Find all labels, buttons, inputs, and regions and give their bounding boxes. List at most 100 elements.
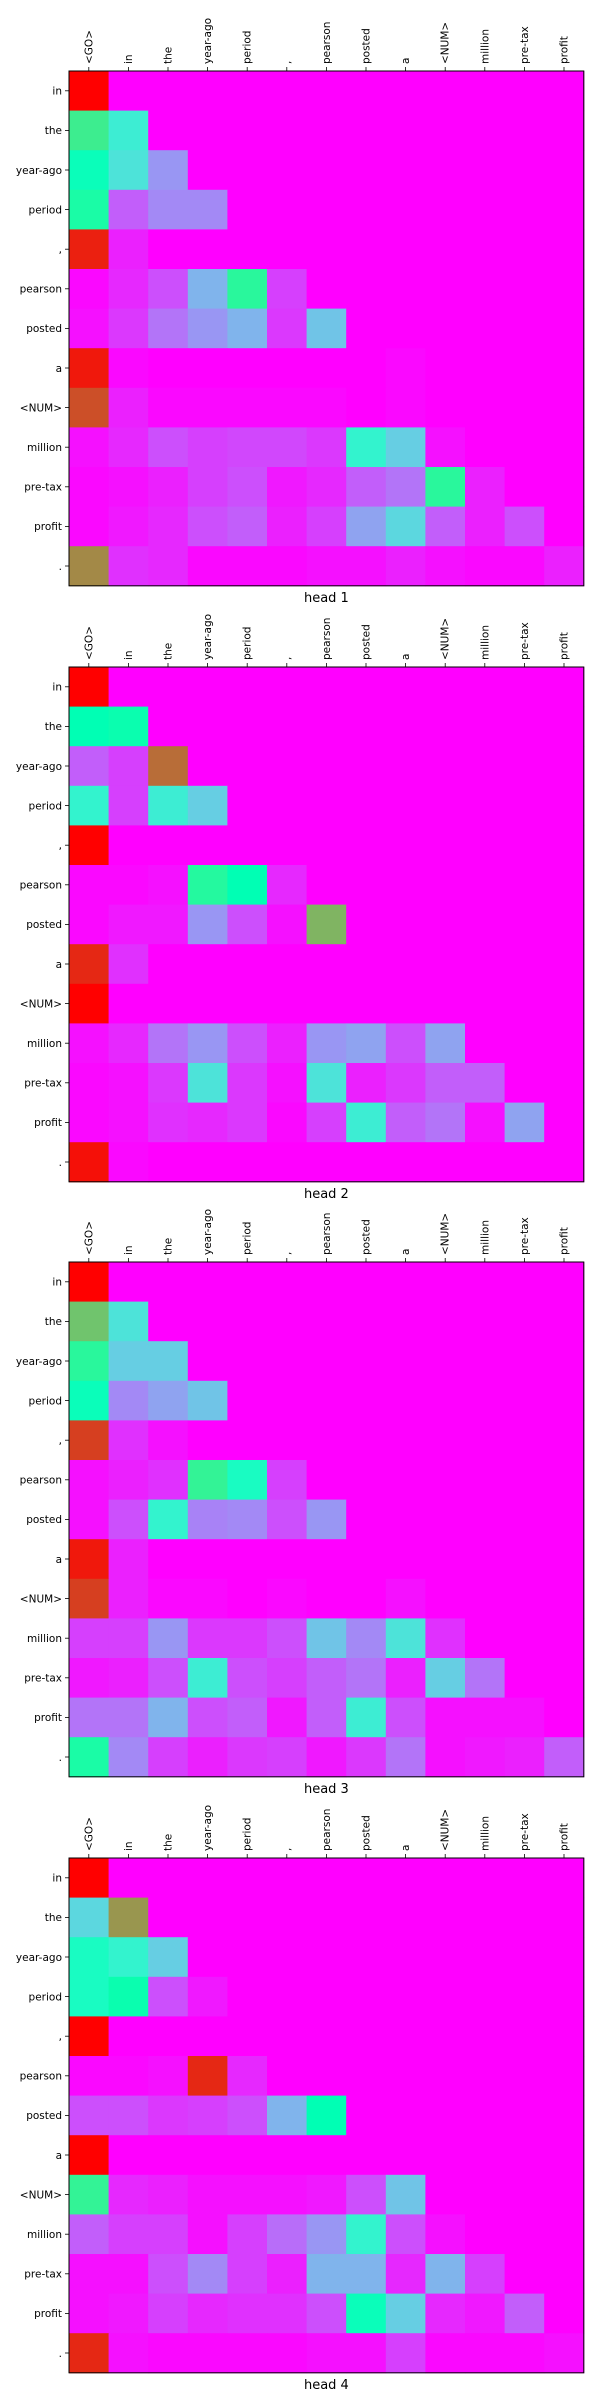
heatmap-cell bbox=[544, 746, 585, 787]
heatmap-cell bbox=[148, 467, 189, 508]
heatmap-cell bbox=[544, 150, 585, 191]
heatmap-cell bbox=[148, 746, 189, 787]
heatmap-cell bbox=[187, 1063, 228, 1104]
heatmap-cell bbox=[187, 110, 228, 151]
heatmap-cell bbox=[544, 1858, 585, 1899]
x-tick-label: pre-tax bbox=[519, 1217, 531, 1255]
y-tick-label: pre-tax bbox=[24, 482, 62, 494]
heatmap-cell bbox=[227, 1658, 268, 1699]
heatmap-cell bbox=[108, 1341, 149, 1382]
heatmap-cell bbox=[108, 2293, 149, 2334]
heatmap-cell bbox=[227, 983, 268, 1024]
heatmap-cell bbox=[306, 1499, 347, 1540]
x-tick-label: year-ago bbox=[202, 1209, 214, 1255]
heatmap-cell bbox=[465, 1737, 506, 1778]
x-tick-label: the bbox=[163, 643, 175, 660]
heatmap-cell bbox=[108, 1380, 149, 1421]
heatmap-cell bbox=[108, 2135, 149, 2176]
heatmap-cell bbox=[267, 706, 308, 747]
heatmap-cell bbox=[306, 904, 347, 945]
heatmap-cell bbox=[306, 1380, 347, 1421]
heatmap-cell bbox=[148, 1420, 189, 1461]
heatmap-cell bbox=[227, 1858, 268, 1899]
heatmap-cell bbox=[425, 865, 466, 906]
heatmap-cell bbox=[148, 825, 189, 866]
heatmap-cell bbox=[425, 785, 466, 826]
x-tick-label: , bbox=[281, 61, 293, 64]
heatmap-cell bbox=[108, 387, 149, 428]
heatmap-cell bbox=[267, 1301, 308, 1342]
heatmap-cell bbox=[465, 506, 506, 547]
heatmap-cell bbox=[227, 1262, 268, 1303]
heatmap-cell bbox=[306, 2254, 347, 2295]
heatmap-cell bbox=[346, 467, 387, 508]
heatmap-cell bbox=[267, 1262, 308, 1303]
heatmap-cell bbox=[69, 2016, 110, 2057]
heatmap-cell bbox=[346, 229, 387, 270]
x-tick-label: in bbox=[123, 54, 135, 64]
heatmap-cell bbox=[227, 785, 268, 826]
heatmap-cell bbox=[227, 865, 268, 906]
heatmap-cell bbox=[148, 706, 189, 747]
heatmap-cell bbox=[544, 1301, 585, 1342]
y-tick-label: profit bbox=[34, 2308, 62, 2320]
heatmap-cell bbox=[148, 667, 189, 708]
heatmap-cell bbox=[227, 1063, 268, 1104]
heatmap-cell bbox=[267, 71, 308, 112]
y-tick-label: the bbox=[45, 1316, 62, 1328]
heatmap-cell bbox=[465, 825, 506, 866]
heatmap-cell bbox=[69, 71, 110, 112]
heatmap-cell bbox=[465, 746, 506, 787]
heatmap-cell bbox=[227, 2174, 268, 2215]
heatmap-cell bbox=[346, 1737, 387, 1778]
heatmap-cell bbox=[504, 546, 545, 587]
heatmap-cell bbox=[425, 1262, 466, 1303]
x-tick-label: , bbox=[281, 1252, 293, 1255]
heatmap-cell bbox=[544, 1499, 585, 1540]
heatmap-cell bbox=[148, 2016, 189, 2057]
y-tick-label: period bbox=[29, 1991, 62, 2003]
heatmap-cell bbox=[544, 1063, 585, 1104]
heatmap-cell bbox=[69, 506, 110, 547]
heatmap-cell bbox=[227, 1737, 268, 1778]
heatmap-cell bbox=[504, 308, 545, 349]
heatmap-cell bbox=[425, 1380, 466, 1421]
heatmap-cell bbox=[69, 1063, 110, 1104]
heatmap-cell bbox=[504, 229, 545, 270]
heatmap-cell bbox=[187, 308, 228, 349]
heatmap-cell bbox=[465, 1341, 506, 1382]
heatmap-cell bbox=[267, 546, 308, 587]
heatmap-cell bbox=[267, 189, 308, 230]
heatmap-cell bbox=[187, 1262, 228, 1303]
heatmap-cell bbox=[267, 1063, 308, 1104]
y-tick-label: in bbox=[52, 682, 62, 694]
heatmap-cell bbox=[69, 1023, 110, 1064]
heatmap-cell bbox=[465, 1102, 506, 1143]
x-tick-label: the bbox=[163, 47, 175, 64]
heatmap-cell bbox=[267, 1380, 308, 1421]
heatmap-cell bbox=[385, 269, 426, 310]
heatmap-cell bbox=[385, 2095, 426, 2136]
heatmap-cell bbox=[425, 1420, 466, 1461]
heatmap-cell bbox=[148, 1697, 189, 1738]
heatmap-cell bbox=[148, 1142, 189, 1183]
heatmap-cell bbox=[267, 2333, 308, 2374]
heatmap-cell bbox=[69, 1341, 110, 1382]
heatmap-cell bbox=[385, 1578, 426, 1619]
heatmap-cell bbox=[227, 1142, 268, 1183]
x-tick-label: pre-tax bbox=[519, 622, 531, 660]
heatmap-cell bbox=[148, 1341, 189, 1382]
heatmap-cell bbox=[227, 746, 268, 787]
heatmap-cell bbox=[544, 904, 585, 945]
heatmap-cell bbox=[267, 1023, 308, 1064]
heatmap-cell bbox=[187, 785, 228, 826]
heatmap-cell bbox=[187, 1578, 228, 1619]
heatmap-cell bbox=[465, 1618, 506, 1659]
heatmap-cell bbox=[69, 1858, 110, 1899]
heatmap-cell bbox=[108, 2174, 149, 2215]
heatmap-cell bbox=[544, 110, 585, 151]
heatmap-cell bbox=[69, 1102, 110, 1143]
y-tick-label: in bbox=[52, 1873, 62, 1885]
heatmap-cell bbox=[108, 427, 149, 468]
x-tick-label: the bbox=[163, 1238, 175, 1255]
